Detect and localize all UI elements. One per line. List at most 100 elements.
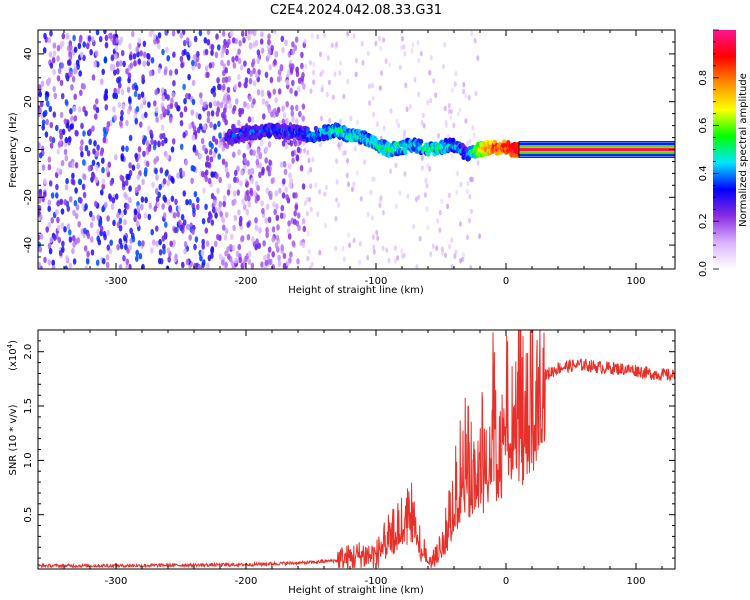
spectrogram-noise-cell — [98, 35, 103, 43]
spectrogram-noise-cell — [164, 170, 169, 177]
spectrogram-noise-cell — [293, 44, 298, 51]
spectrogram-noise-cell — [394, 162, 398, 169]
spectrogram-noise-cell — [73, 200, 78, 207]
spectrogram-noise-cell — [218, 253, 223, 260]
spectrogram-noise-cell — [179, 143, 184, 150]
spectrogram-noise-cell — [194, 236, 199, 243]
spectrogram-noise-cell — [199, 98, 204, 106]
spectrogram-noise-cell — [85, 42, 90, 50]
spectrogram-noise-cell — [372, 111, 375, 118]
spectrogram-noise-cell — [279, 212, 284, 219]
spectrogram-noise-cell — [217, 153, 221, 160]
spectrogram-noise-cell — [47, 205, 51, 212]
spectrogram-noise-cell — [55, 124, 59, 132]
spectrogram-noise-cell — [134, 186, 139, 194]
spectrogram-noise-cell — [444, 122, 448, 129]
spectrogram-noise-cell — [265, 203, 270, 210]
spectrogram-noise-cell — [82, 130, 86, 137]
spectrogram-noise-cell — [219, 101, 224, 109]
spectrogram-noise-cell — [91, 215, 95, 222]
spectrogram-noise-cell — [139, 102, 144, 110]
spectrogram-noise-cell — [264, 259, 269, 267]
spectrogram-noise-cell — [348, 242, 352, 248]
spectrogram-noise-cell — [136, 205, 140, 212]
spectrogram-noise-cell — [198, 113, 202, 120]
spectrogram-noise-cell — [379, 195, 383, 201]
spectrogram-noise-cell — [128, 162, 132, 169]
spectrogram-noise-cell — [166, 199, 171, 206]
spectrogram-noise-cell — [284, 143, 289, 150]
spectrogram-noise-cell — [408, 103, 412, 110]
spectrogram-noise-cell — [218, 176, 222, 184]
spectrogram-noise-cell — [374, 40, 378, 47]
spectrogram-noise-cell — [322, 32, 326, 38]
spectrogram-noise-cell — [123, 235, 127, 242]
spectrogram-noise-cell — [96, 144, 100, 151]
spectrogram-noise-cell — [192, 165, 196, 172]
spectrogram-noise-cell — [48, 51, 53, 58]
spectrogram-noise-cell — [196, 50, 200, 58]
spectrogram-noise-cell — [267, 141, 272, 148]
snr-scale-label: (x104) — [6, 340, 19, 371]
spectrogram-noise-cell — [219, 211, 223, 218]
spectrogram-noise-cell — [190, 109, 194, 116]
spectrogram-noise-cell — [335, 158, 339, 164]
spectrogram-noise-cell — [135, 255, 139, 262]
spectrogram-noise-cell — [136, 173, 141, 181]
spectrogram-noise-cell — [99, 149, 104, 157]
spectrogram-noise-cell — [303, 147, 307, 154]
spectrogram-noise-cell — [162, 212, 167, 219]
spectrogram-noise-cell — [238, 220, 243, 227]
spectrogram-noise-cell — [166, 179, 171, 187]
spectrogram-noise-cell — [375, 121, 379, 127]
spectrogram-noise-cell — [260, 200, 265, 207]
spectrogram-noise-cell — [242, 37, 246, 44]
spectrogram-noise-cell — [172, 239, 176, 246]
spectrogram-noise-cell — [203, 37, 208, 44]
spectrogram-noise-cell — [264, 71, 269, 79]
spectrogram-noise-cell — [214, 212, 218, 219]
spectrogram-noise-cell — [260, 47, 265, 54]
spectrogram-noise-cell — [449, 108, 453, 115]
spectrogram-noise-cell — [202, 259, 206, 266]
spectrogram-noise-cell — [131, 30, 135, 38]
spectrogram-noise-cell — [43, 32, 47, 40]
spectrogram-noise-cell — [179, 111, 184, 118]
spectrogram-noise-cell — [473, 37, 477, 44]
spectrogram-noise-cell — [110, 203, 115, 210]
spectrogram-noise-cell — [72, 34, 76, 42]
spectrogram-noise-cell — [213, 123, 217, 130]
spectrogram-noise-cell — [68, 50, 72, 57]
snr-scale-close: ) — [8, 340, 19, 344]
spectrogram-noise-cell — [316, 211, 320, 218]
spectrogram-noise-cell — [172, 212, 177, 219]
spectrogram-noise-cell — [159, 113, 164, 120]
spectrogram-noise-cell — [118, 82, 122, 89]
spectrogram-noise-cell — [120, 88, 125, 96]
spectrogram-noise-cell — [296, 258, 300, 265]
spectrogram-noise-cell — [450, 153, 454, 160]
spectrogram-noise-cell — [92, 148, 96, 155]
spectrogram-noise-cell — [396, 255, 400, 261]
spectrogram-noise-cell — [326, 55, 330, 61]
spectrogram-noise-cell — [468, 138, 472, 145]
spectrogram-noise-cell — [305, 196, 309, 203]
spectrogram-noise-cell — [124, 179, 129, 186]
spectrogram-noise-cell — [221, 47, 226, 54]
spectrogram-noise-cell — [163, 196, 168, 203]
spectrogram-noise-cell — [232, 62, 237, 69]
spectrogram-noise-cell — [64, 136, 69, 144]
spectrogram-noise-cell — [139, 121, 143, 128]
spectrogram-noise-cell — [450, 87, 454, 94]
spectrogram-noise-cell — [314, 182, 318, 188]
spectrogram-noise-cell — [388, 61, 392, 68]
spectrogram-ridge-cell — [262, 132, 268, 138]
snr-y-ticks: 0.5 1.0 1.5 2.0 — [23, 329, 675, 559]
spectrogram-noise-cell — [438, 227, 442, 233]
spectrogram-noise-cell — [380, 70, 383, 76]
spectrogram-noise-cell — [470, 30, 474, 37]
spectrogram-noise-cell — [77, 221, 81, 228]
spectrogram-noise-cell — [296, 212, 301, 219]
spectrogram-noise-cell — [147, 125, 151, 132]
spectrogram-noise-cell — [301, 71, 305, 79]
